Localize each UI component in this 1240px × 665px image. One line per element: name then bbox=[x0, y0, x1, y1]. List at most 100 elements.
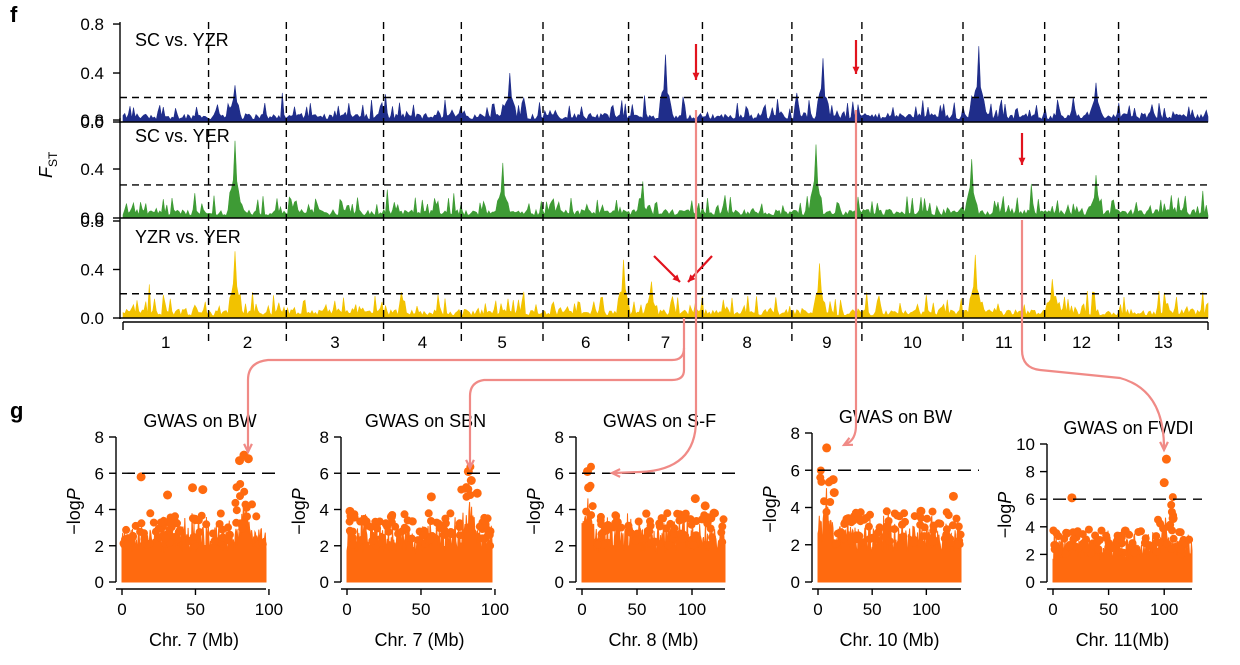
fst-ytick-label: 0.4 bbox=[80, 160, 104, 179]
gwas-ytick-label: 0 bbox=[320, 573, 329, 592]
fst-ytick-label: 0.4 bbox=[80, 261, 104, 280]
gwas-point bbox=[424, 509, 433, 518]
fst-track-title: SC vs. YER bbox=[135, 126, 230, 146]
gwas-point bbox=[1079, 539, 1088, 548]
gwas-point bbox=[403, 516, 412, 525]
connector-head-bw bbox=[243, 443, 253, 455]
gwas-point bbox=[1097, 526, 1106, 535]
gwas-point bbox=[378, 533, 387, 542]
fst-track-title: YZR vs. YER bbox=[135, 227, 241, 247]
gwas-point bbox=[593, 540, 602, 549]
gwas-point bbox=[1102, 531, 1111, 540]
gwas-point bbox=[232, 506, 241, 515]
gwas-point bbox=[1114, 547, 1123, 556]
gwas-ytick-label: 0 bbox=[95, 573, 104, 592]
gwas-point bbox=[1177, 545, 1186, 554]
gwas-point bbox=[191, 514, 199, 523]
gwas-top-point bbox=[916, 506, 926, 516]
gwas-top-point bbox=[822, 443, 832, 453]
gwas-top-point bbox=[1159, 478, 1169, 488]
gwas-point bbox=[446, 509, 455, 518]
gwas-point bbox=[704, 541, 712, 549]
gwas-point bbox=[920, 523, 929, 532]
gwas-point bbox=[596, 512, 605, 521]
gwas-point bbox=[1145, 541, 1154, 550]
gwas-point bbox=[154, 524, 163, 533]
gwas-point bbox=[446, 528, 455, 536]
gwas-xtick-label: 100 bbox=[912, 600, 940, 619]
gwas-point bbox=[588, 502, 597, 511]
gwas-point bbox=[218, 533, 227, 542]
gwas-point bbox=[366, 523, 375, 532]
fst-arrow-yzr-yer-right-head bbox=[688, 274, 696, 282]
gwas-point bbox=[195, 528, 204, 537]
gwas-point bbox=[426, 535, 435, 544]
gwas-ytick-label: 4 bbox=[95, 501, 104, 520]
gwas-ylabel-main: −log bbox=[760, 498, 780, 533]
gwas-ytick-label: 2 bbox=[555, 537, 564, 556]
gwas-ytick-label: 8 bbox=[791, 424, 800, 443]
gwas-point bbox=[885, 537, 894, 546]
gwas-point bbox=[478, 534, 487, 543]
fst-ytick-label: 0.0 bbox=[80, 209, 104, 228]
chromosome-label: 10 bbox=[903, 333, 922, 352]
gwas-xtick-label: 50 bbox=[628, 600, 647, 619]
gwas-point bbox=[407, 534, 416, 543]
gwas-plot-1: 0 2 4 6 8 0 50 100 GWAS on BW Chr. 7 (Mb) −logP bbox=[64, 411, 283, 650]
gwas-point bbox=[611, 519, 620, 528]
gwas-ylabel: −logP bbox=[289, 488, 309, 535]
gwas-point bbox=[948, 521, 957, 530]
gwas-top-point bbox=[1120, 526, 1130, 536]
gwas-point bbox=[358, 535, 367, 544]
gwas-point bbox=[1113, 531, 1122, 540]
gwas-ytick-label: 2 bbox=[1026, 545, 1035, 564]
gwas-xtick-label: 100 bbox=[481, 600, 509, 619]
gwas-point bbox=[1061, 549, 1070, 558]
gwas-point bbox=[400, 523, 409, 532]
gwas-point bbox=[883, 522, 892, 530]
gwas-top-point bbox=[463, 466, 473, 476]
gwas-xlabel: Chr. 7 (Mb) bbox=[374, 630, 464, 650]
gwas-point bbox=[231, 498, 240, 507]
connector-chr10-bw bbox=[845, 110, 858, 446]
gwas-top-point bbox=[709, 508, 719, 518]
gwas-xlabel: Chr. 11(Mb) bbox=[1076, 630, 1170, 650]
gwas-point bbox=[1094, 545, 1103, 554]
connector-head-bw10 bbox=[841, 437, 854, 447]
chromosome-label: 9 bbox=[822, 333, 831, 352]
gwas-xtick-label: 100 bbox=[255, 600, 283, 619]
gwas-xtick-label: 100 bbox=[678, 600, 706, 619]
gwas-point bbox=[670, 530, 678, 538]
gwas-top-point bbox=[426, 492, 436, 502]
gwas-point bbox=[946, 538, 955, 547]
gwas-point bbox=[900, 509, 909, 518]
gwas-point bbox=[687, 520, 696, 529]
connector-chr8-sf bbox=[613, 110, 698, 475]
chromosome-label: 3 bbox=[330, 333, 339, 352]
gwas-point bbox=[236, 492, 244, 501]
gwas-point bbox=[483, 514, 492, 523]
gwas-point bbox=[627, 529, 636, 538]
gwas-point bbox=[373, 524, 382, 533]
gwas-ylabel-main: −log bbox=[289, 500, 309, 535]
gwas-point bbox=[145, 539, 154, 548]
gwas-point bbox=[928, 507, 937, 516]
gwas-top-point bbox=[678, 514, 688, 524]
panel-g-letter: g bbox=[10, 398, 23, 423]
gwas-xlabel: Chr. 7 (Mb) bbox=[149, 630, 239, 650]
gwas-ylabel: −logP bbox=[524, 488, 544, 535]
gwas-plot-2: 0 2 4 6 8 0 50 100 GWAS on SBN Chr. 7 (Mb) −logP bbox=[289, 411, 509, 650]
gwas-point bbox=[833, 529, 842, 538]
gwas-ytick-label: 0 bbox=[555, 573, 564, 592]
gwas-top-point bbox=[136, 472, 146, 482]
gwas-ytick-label: 10 bbox=[1016, 435, 1035, 454]
fst-arrow-sc-yer-chr11-head bbox=[1018, 157, 1026, 165]
gwas-point bbox=[128, 531, 137, 540]
gwas-point bbox=[139, 529, 148, 538]
gwas-title: GWAS on BW bbox=[839, 407, 952, 427]
gwas-xtick-label: 0 bbox=[342, 600, 351, 619]
gwas-point bbox=[418, 531, 427, 540]
gwas-point bbox=[166, 518, 175, 527]
chromosome-label: 6 bbox=[581, 333, 590, 352]
